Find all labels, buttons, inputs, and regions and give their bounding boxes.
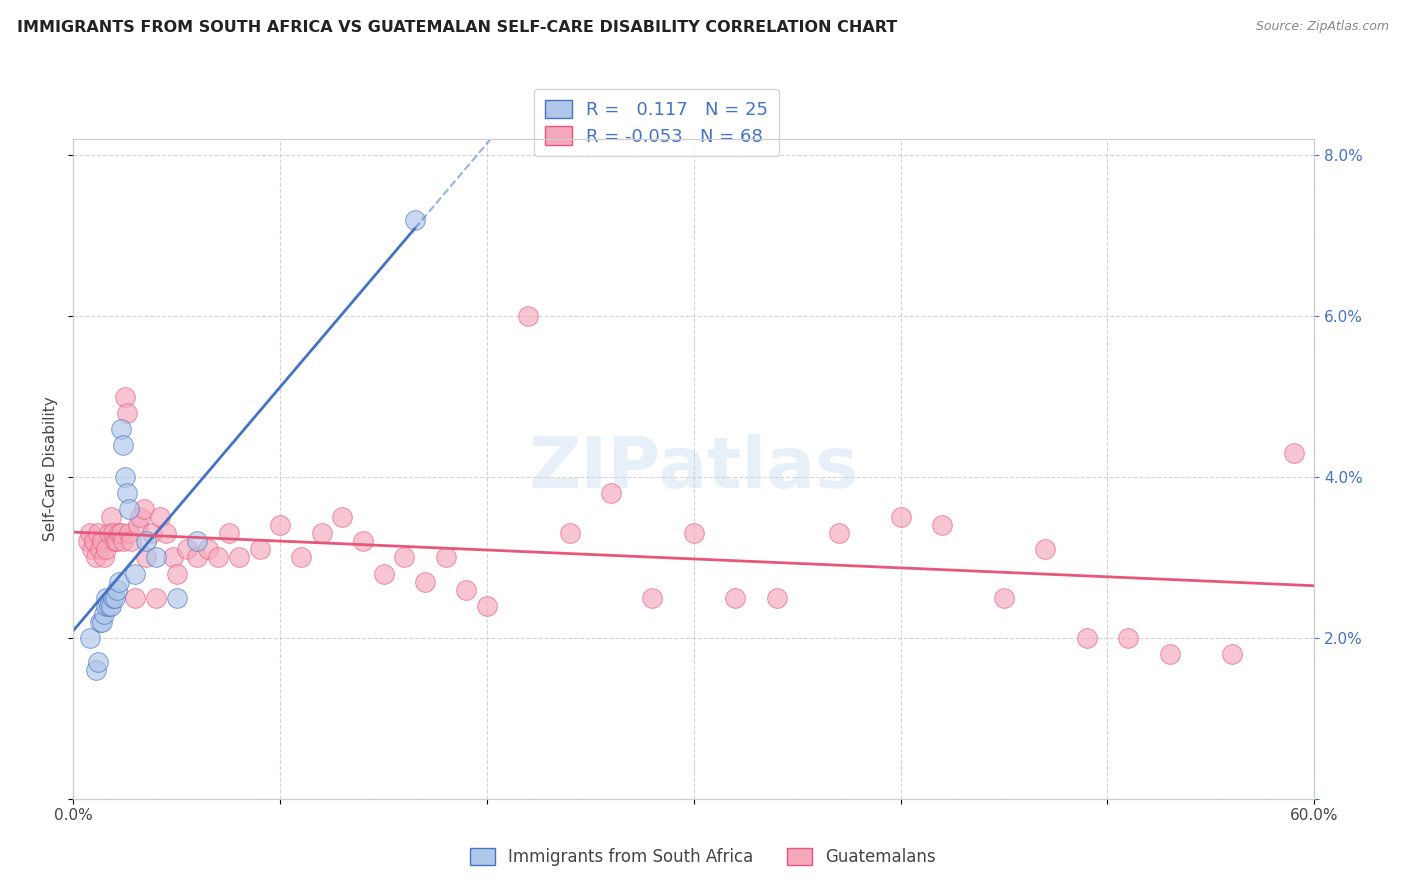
Point	[115, 486, 138, 500]
Point	[80, 542, 103, 557]
Point	[96, 591, 118, 605]
Point	[155, 526, 177, 541]
Legend: Immigrants from South Africa, Guatemalans: Immigrants from South Africa, Guatemalan…	[464, 841, 942, 873]
Point	[149, 510, 172, 524]
Point	[87, 655, 110, 669]
Point	[166, 566, 188, 581]
Point	[1220, 647, 1243, 661]
Point	[89, 542, 111, 557]
Point	[600, 486, 623, 500]
Point	[108, 574, 131, 589]
Point	[269, 518, 291, 533]
Point	[228, 550, 250, 565]
Point	[112, 534, 135, 549]
Point	[118, 502, 141, 516]
Point	[682, 526, 704, 541]
Point	[97, 526, 120, 541]
Point	[110, 526, 132, 541]
Point	[517, 309, 540, 323]
Point	[166, 591, 188, 605]
Point	[120, 534, 142, 549]
Point	[993, 591, 1015, 605]
Point	[124, 591, 146, 605]
Point	[1035, 542, 1057, 557]
Point	[97, 599, 120, 613]
Point	[105, 582, 128, 597]
Point	[91, 534, 114, 549]
Point	[330, 510, 353, 524]
Point	[124, 566, 146, 581]
Y-axis label: Self-Care Disability: Self-Care Disability	[44, 397, 58, 541]
Point	[827, 526, 849, 541]
Point	[115, 406, 138, 420]
Point	[197, 542, 219, 557]
Point	[93, 607, 115, 621]
Point	[456, 582, 478, 597]
Point	[100, 599, 122, 613]
Point	[76, 534, 98, 549]
Text: ZIPatlas: ZIPatlas	[529, 434, 859, 503]
Point	[83, 534, 105, 549]
Point	[352, 534, 374, 549]
Point	[108, 526, 131, 541]
Point	[475, 599, 498, 613]
Point	[135, 550, 157, 565]
Point	[176, 542, 198, 557]
Point	[290, 550, 312, 565]
Point	[105, 534, 128, 549]
Point	[890, 510, 912, 524]
Point	[186, 534, 208, 549]
Point	[132, 502, 155, 516]
Point	[145, 550, 167, 565]
Point	[135, 534, 157, 549]
Point	[145, 591, 167, 605]
Text: IMMIGRANTS FROM SOUTH AFRICA VS GUATEMALAN SELF-CARE DISABILITY CORRELATION CHAR: IMMIGRANTS FROM SOUTH AFRICA VS GUATEMAL…	[17, 20, 897, 35]
Point	[79, 526, 101, 541]
Point	[127, 518, 149, 533]
Point	[79, 631, 101, 645]
Point	[96, 599, 118, 613]
Point	[249, 542, 271, 557]
Point	[724, 591, 747, 605]
Point	[141, 526, 163, 541]
Point	[373, 566, 395, 581]
Point	[101, 591, 124, 605]
Point	[128, 510, 150, 524]
Point	[100, 510, 122, 524]
Point	[404, 212, 426, 227]
Point	[93, 550, 115, 565]
Point	[118, 526, 141, 541]
Point	[1116, 631, 1139, 645]
Point	[91, 615, 114, 629]
Point	[931, 518, 953, 533]
Point	[1159, 647, 1181, 661]
Point	[84, 550, 107, 565]
Point	[104, 591, 127, 605]
Point	[413, 574, 436, 589]
Point	[96, 542, 118, 557]
Point	[114, 470, 136, 484]
Point	[89, 615, 111, 629]
Point	[311, 526, 333, 541]
Point	[1076, 631, 1098, 645]
Point	[218, 526, 240, 541]
Point	[114, 390, 136, 404]
Point	[1282, 446, 1305, 460]
Point	[186, 550, 208, 565]
Point	[110, 422, 132, 436]
Legend: R =   0.117   N = 25, R = -0.053   N = 68: R = 0.117 N = 25, R = -0.053 N = 68	[534, 89, 779, 156]
Text: Source: ZipAtlas.com: Source: ZipAtlas.com	[1256, 20, 1389, 33]
Point	[87, 526, 110, 541]
Point	[641, 591, 664, 605]
Point	[434, 550, 457, 565]
Point	[558, 526, 581, 541]
Point	[162, 550, 184, 565]
Point	[394, 550, 416, 565]
Point	[84, 663, 107, 677]
Point	[765, 591, 787, 605]
Point	[101, 526, 124, 541]
Point	[104, 534, 127, 549]
Point	[112, 438, 135, 452]
Point	[207, 550, 229, 565]
